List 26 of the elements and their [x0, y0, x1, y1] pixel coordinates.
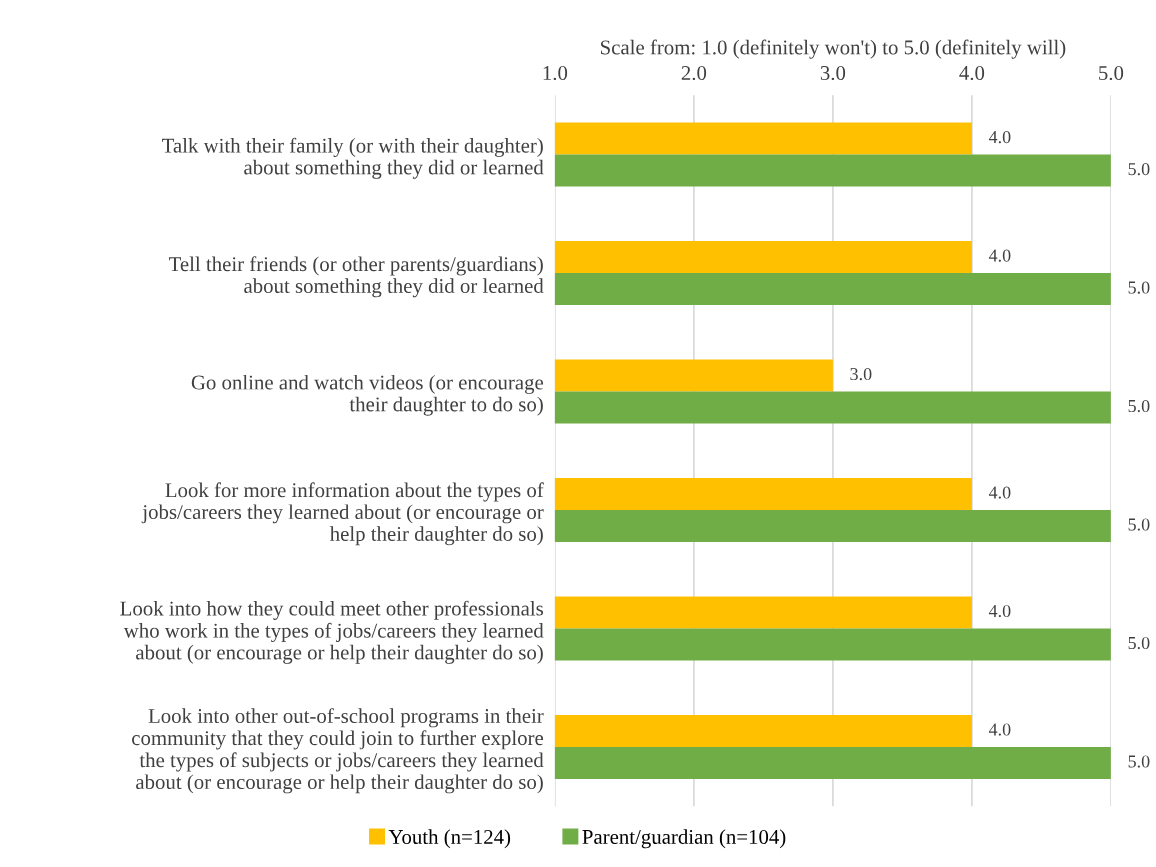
legend-label: Youth (n=124) — [388, 829, 511, 849]
x-tick-label: 3.0 — [820, 65, 846, 81]
data-label: 3.0 — [850, 367, 872, 381]
data-label: 5.0 — [1128, 162, 1150, 176]
x-tick-label: 5.0 — [1099, 65, 1124, 81]
y-tick-label: Look into how they could meet other professionals who work in the types of jobs/careers they learned about (or encourage or help their daughter do so) — [120, 600, 544, 664]
y-tick-label: Talk with their family (or with their daughter) about something they did or learned — [162, 137, 544, 179]
data-label: 5.0 — [1128, 518, 1150, 531]
x-tick-label: 1.0 — [543, 65, 568, 81]
data-label: 5.0 — [1128, 399, 1150, 413]
legend-label: Parent/guardian (n=104) — [582, 829, 786, 849]
data-label: 4.0 — [988, 249, 1011, 262]
x-tick-label: 2.0 — [681, 65, 707, 81]
data-label: 4.0 — [988, 604, 1011, 618]
y-tick-label: Look for more information about the types of jobs/careers they learned about (or encourage or help their daughter do so) — [141, 482, 544, 546]
data-label: 4.0 — [988, 486, 1011, 499]
data-label: 5.0 — [1128, 281, 1150, 294]
y-tick-label: Go online and watch videos (or encourage their daughter to do so) — [191, 374, 544, 416]
data-label: 4.0 — [988, 130, 1011, 144]
data-label: 5.0 — [1128, 755, 1150, 768]
data-label: 4.0 — [988, 723, 1011, 736]
y-tick-label: Look into other out-of-school programs in their community that they could join to further explore the types of subjects or jobs/careers they learned about (or encourage or help their daughter do so) — [132, 708, 544, 794]
data-label: 5.0 — [1128, 636, 1150, 650]
x-tick-label: 4.0 — [959, 65, 985, 81]
x-axis-title: Scale from: 1.0 (definitely won't) to 5.0 (definitely will) — [600, 39, 1066, 59]
y-tick-label: Tell their friends (or other parents/guardians) about something they did or learned — [169, 256, 544, 298]
